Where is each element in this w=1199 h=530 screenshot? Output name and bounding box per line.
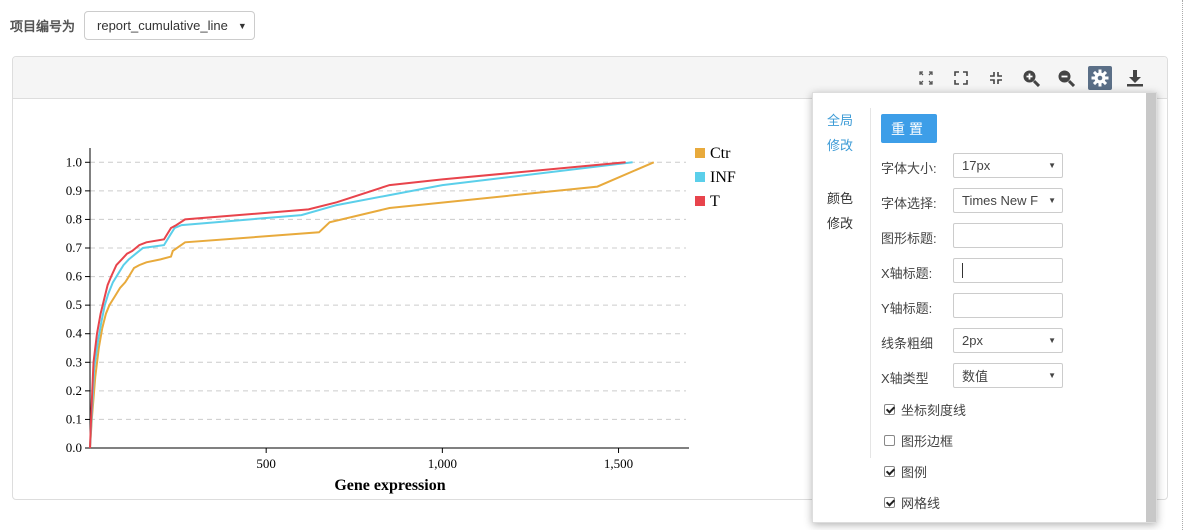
y-tick-label: 0.5	[66, 297, 82, 312]
fullscreen-icon[interactable]	[949, 66, 973, 90]
chart-title-label: 图形标题:	[881, 231, 937, 246]
checkbox-gridlines[interactable]: 网格线	[884, 493, 940, 512]
x-title-label: X轴标题:	[881, 266, 933, 281]
x-tick-label: 1,500	[604, 456, 633, 471]
x-axis-label: Gene expression	[334, 477, 445, 494]
line-width-value: 2px	[962, 333, 983, 348]
gear-icon[interactable]	[1088, 66, 1112, 90]
checkbox-label: 网格线	[901, 496, 941, 511]
popup-divider	[870, 108, 871, 458]
color-tab-line2: 修改	[827, 216, 854, 231]
y-tick-label: 1.0	[66, 154, 82, 169]
y-tick-label: 0.6	[66, 269, 83, 284]
series-line-t	[89, 161, 626, 449]
checkbox-label: 图形边框	[901, 434, 954, 449]
chevron-down-icon: ▼	[1048, 371, 1056, 380]
y-tick-label: 0.1	[66, 411, 82, 426]
project-selector-row: 项目编号为 report_cumulative_line ▼	[10, 10, 255, 41]
y-tick-label: 0.7	[66, 240, 83, 255]
x-title-input[interactable]	[953, 258, 1063, 283]
compress-icon[interactable]	[984, 66, 1008, 90]
font-size-select[interactable]: 17px ▼	[953, 153, 1063, 178]
checkbox-box[interactable]	[884, 435, 895, 446]
font-size-value: 17px	[962, 158, 991, 173]
reset-button[interactable]: 重置	[881, 114, 937, 143]
checkbox-label: 坐标刻度线	[901, 403, 967, 418]
series-line-inf	[89, 161, 633, 449]
y-tick-label: 0.2	[66, 383, 82, 398]
legend-swatch	[695, 148, 705, 158]
checkbox-box[interactable]	[884, 466, 895, 477]
y-tick-label: 0.3	[66, 354, 82, 369]
zoom-out-icon[interactable]	[1054, 66, 1078, 90]
font-family-value: Times New F	[962, 193, 1039, 208]
y-title-label: Y轴标题:	[881, 301, 933, 316]
checkbox-chart-border[interactable]: 图形边框	[884, 431, 953, 450]
color-tab-line1: 颜色	[827, 191, 854, 206]
x-type-label: X轴类型	[881, 371, 929, 386]
x-tick-label: 500	[256, 456, 276, 471]
global-tab-line2: 修改	[827, 138, 854, 153]
chart-title-input[interactable]	[953, 223, 1063, 248]
zoom-in-icon[interactable]	[1019, 66, 1043, 90]
y-title-input[interactable]	[953, 293, 1063, 318]
legend-label: INF	[710, 169, 736, 186]
line-width-label: 线条粗细	[881, 336, 934, 351]
series-line-ctr	[89, 161, 655, 449]
cumulative-line-chart: 0.0 0.1 0.2 0.3 0.4 0.5 0.6 0.7 0.8 0.9 1.0 500 1,00…	[66, 145, 736, 494]
checkbox-label: 图例	[901, 465, 928, 480]
checkbox-legend[interactable]: 图例	[884, 462, 927, 481]
shrink-icon[interactable]	[914, 66, 938, 90]
font-size-label: 字体大小:	[881, 161, 937, 176]
chevron-down-icon: ▼	[1048, 161, 1056, 170]
font-family-label: 字体选择:	[881, 196, 937, 211]
download-icon[interactable]	[1123, 66, 1147, 90]
y-tick-label: 0.8	[66, 211, 82, 226]
color-settings-tab[interactable]: 颜色 修改	[827, 186, 853, 236]
font-family-select[interactable]: Times New F ▼	[953, 188, 1063, 213]
checkbox-axis-ticks[interactable]: 坐标刻度线	[884, 400, 966, 419]
global-tab-line1: 全局	[827, 113, 854, 128]
checkbox-box[interactable]	[884, 404, 895, 415]
page-divider	[1182, 0, 1183, 530]
y-tick-label: 0.9	[66, 183, 82, 198]
x-type-select[interactable]: 数值 ▼	[953, 363, 1063, 388]
line-width-select[interactable]: 2px ▼	[953, 328, 1063, 353]
chevron-down-icon: ▼	[237, 21, 247, 31]
x-tick-label: 1,000	[428, 456, 457, 471]
global-settings-tab[interactable]: 全局 修改	[827, 108, 853, 158]
legend-swatch	[695, 172, 705, 182]
y-tick-label: 0.0	[66, 440, 82, 455]
checkbox-box[interactable]	[884, 497, 895, 508]
popup-scrollbar[interactable]	[1146, 93, 1156, 522]
y-tick-label: 0.4	[66, 326, 83, 341]
chevron-down-icon: ▼	[1048, 336, 1056, 345]
settings-popup: 全局 修改 颜色 修改 重置 字体大小: 17px ▼ 字体选择: Times …	[812, 92, 1157, 523]
project-select-value: report_cumulative_line	[97, 18, 228, 33]
project-label: 项目编号为	[10, 19, 76, 34]
legend-label: Ctr	[710, 145, 731, 162]
legend-swatch	[695, 196, 705, 206]
legend-label: T	[710, 193, 720, 210]
chevron-down-icon: ▼	[1048, 196, 1056, 205]
project-select[interactable]: report_cumulative_line ▼	[84, 11, 255, 40]
x-type-value: 数值	[962, 369, 989, 384]
text-caret	[962, 263, 963, 278]
